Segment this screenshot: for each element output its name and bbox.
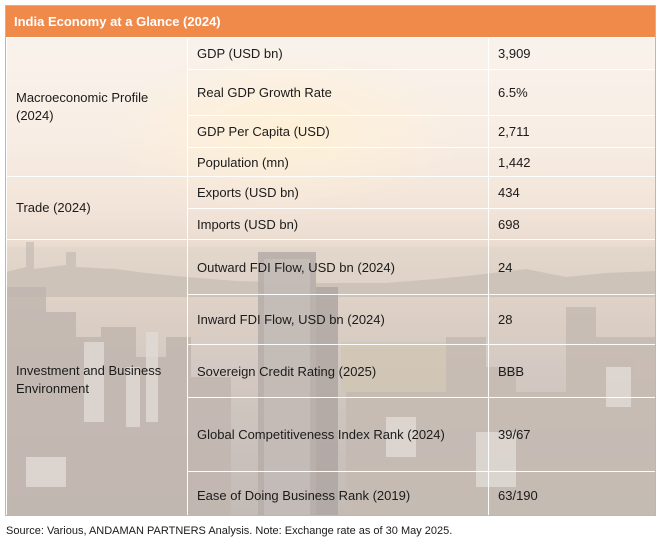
category-cell: Trade (2024) [6,176,188,240]
indicator-cell: GDP Per Capita (USD) [187,115,489,148]
indicator-cell: Real GDP Growth Rate [187,69,489,116]
table-row: Sovereign Credit Rating (2025) BBB [7,344,655,398]
value-cell: 63/190 [488,471,655,515]
value-cell: 3,909 [488,37,655,70]
table-row: Inward FDI Flow, USD bn (2024) 28 [7,294,655,345]
value-cell: 39/67 [488,397,655,472]
indicator-cell: Exports (USD bn) [187,176,489,209]
summary-card: India Economy at a Glance (2024) [5,5,656,516]
value-cell: 698 [488,208,655,240]
indicator-cell: Sovereign Credit Rating (2025) [187,344,489,398]
value-cell: 24 [488,239,655,295]
value-cell: 434 [488,176,655,209]
table-row: GDP Per Capita (USD) 2,711 [7,115,655,148]
economy-table: Macroeconomic Profile (2024) GDP (USD bn… [6,37,655,515]
indicator-cell: Population (mn) [187,147,489,177]
value-cell: 28 [488,294,655,345]
table-title: India Economy at a Glance (2024) [6,6,655,37]
value-cell: 1,442 [488,147,655,177]
table-row: Investment and Business Environment Outw… [6,239,655,515]
table-row: Trade (2024) Exports (USD bn) 434 [6,176,655,240]
indicator-cell: Inward FDI Flow, USD bn (2024) [187,294,489,345]
indicator-cell: Ease of Doing Business Rank (2019) [187,471,489,515]
value-cell: 6.5% [488,69,655,116]
value-cell: BBB [488,344,655,398]
indicator-cell: Global Competitiveness Index Rank (2024) [187,397,489,472]
table-row: Imports (USD bn) 698 [7,208,655,240]
category-cell: Macroeconomic Profile (2024) [6,37,188,177]
source-note: Source: Various, ANDAMAN PARTNERS Analys… [6,525,453,537]
table-row: Real GDP Growth Rate 6.5% [7,69,655,116]
table-row: Macroeconomic Profile (2024) GDP (USD bn… [6,37,655,177]
indicator-cell: Imports (USD bn) [187,208,489,240]
indicator-cell: GDP (USD bn) [187,37,489,70]
table-row: Global Competitiveness Index Rank (2024)… [7,397,655,472]
value-cell: 2,711 [488,115,655,148]
table-row: Ease of Doing Business Rank (2019) 63/19… [7,471,655,515]
indicator-cell: Outward FDI Flow, USD bn (2024) [187,239,489,295]
category-cell: Investment and Business Environment [6,239,188,515]
